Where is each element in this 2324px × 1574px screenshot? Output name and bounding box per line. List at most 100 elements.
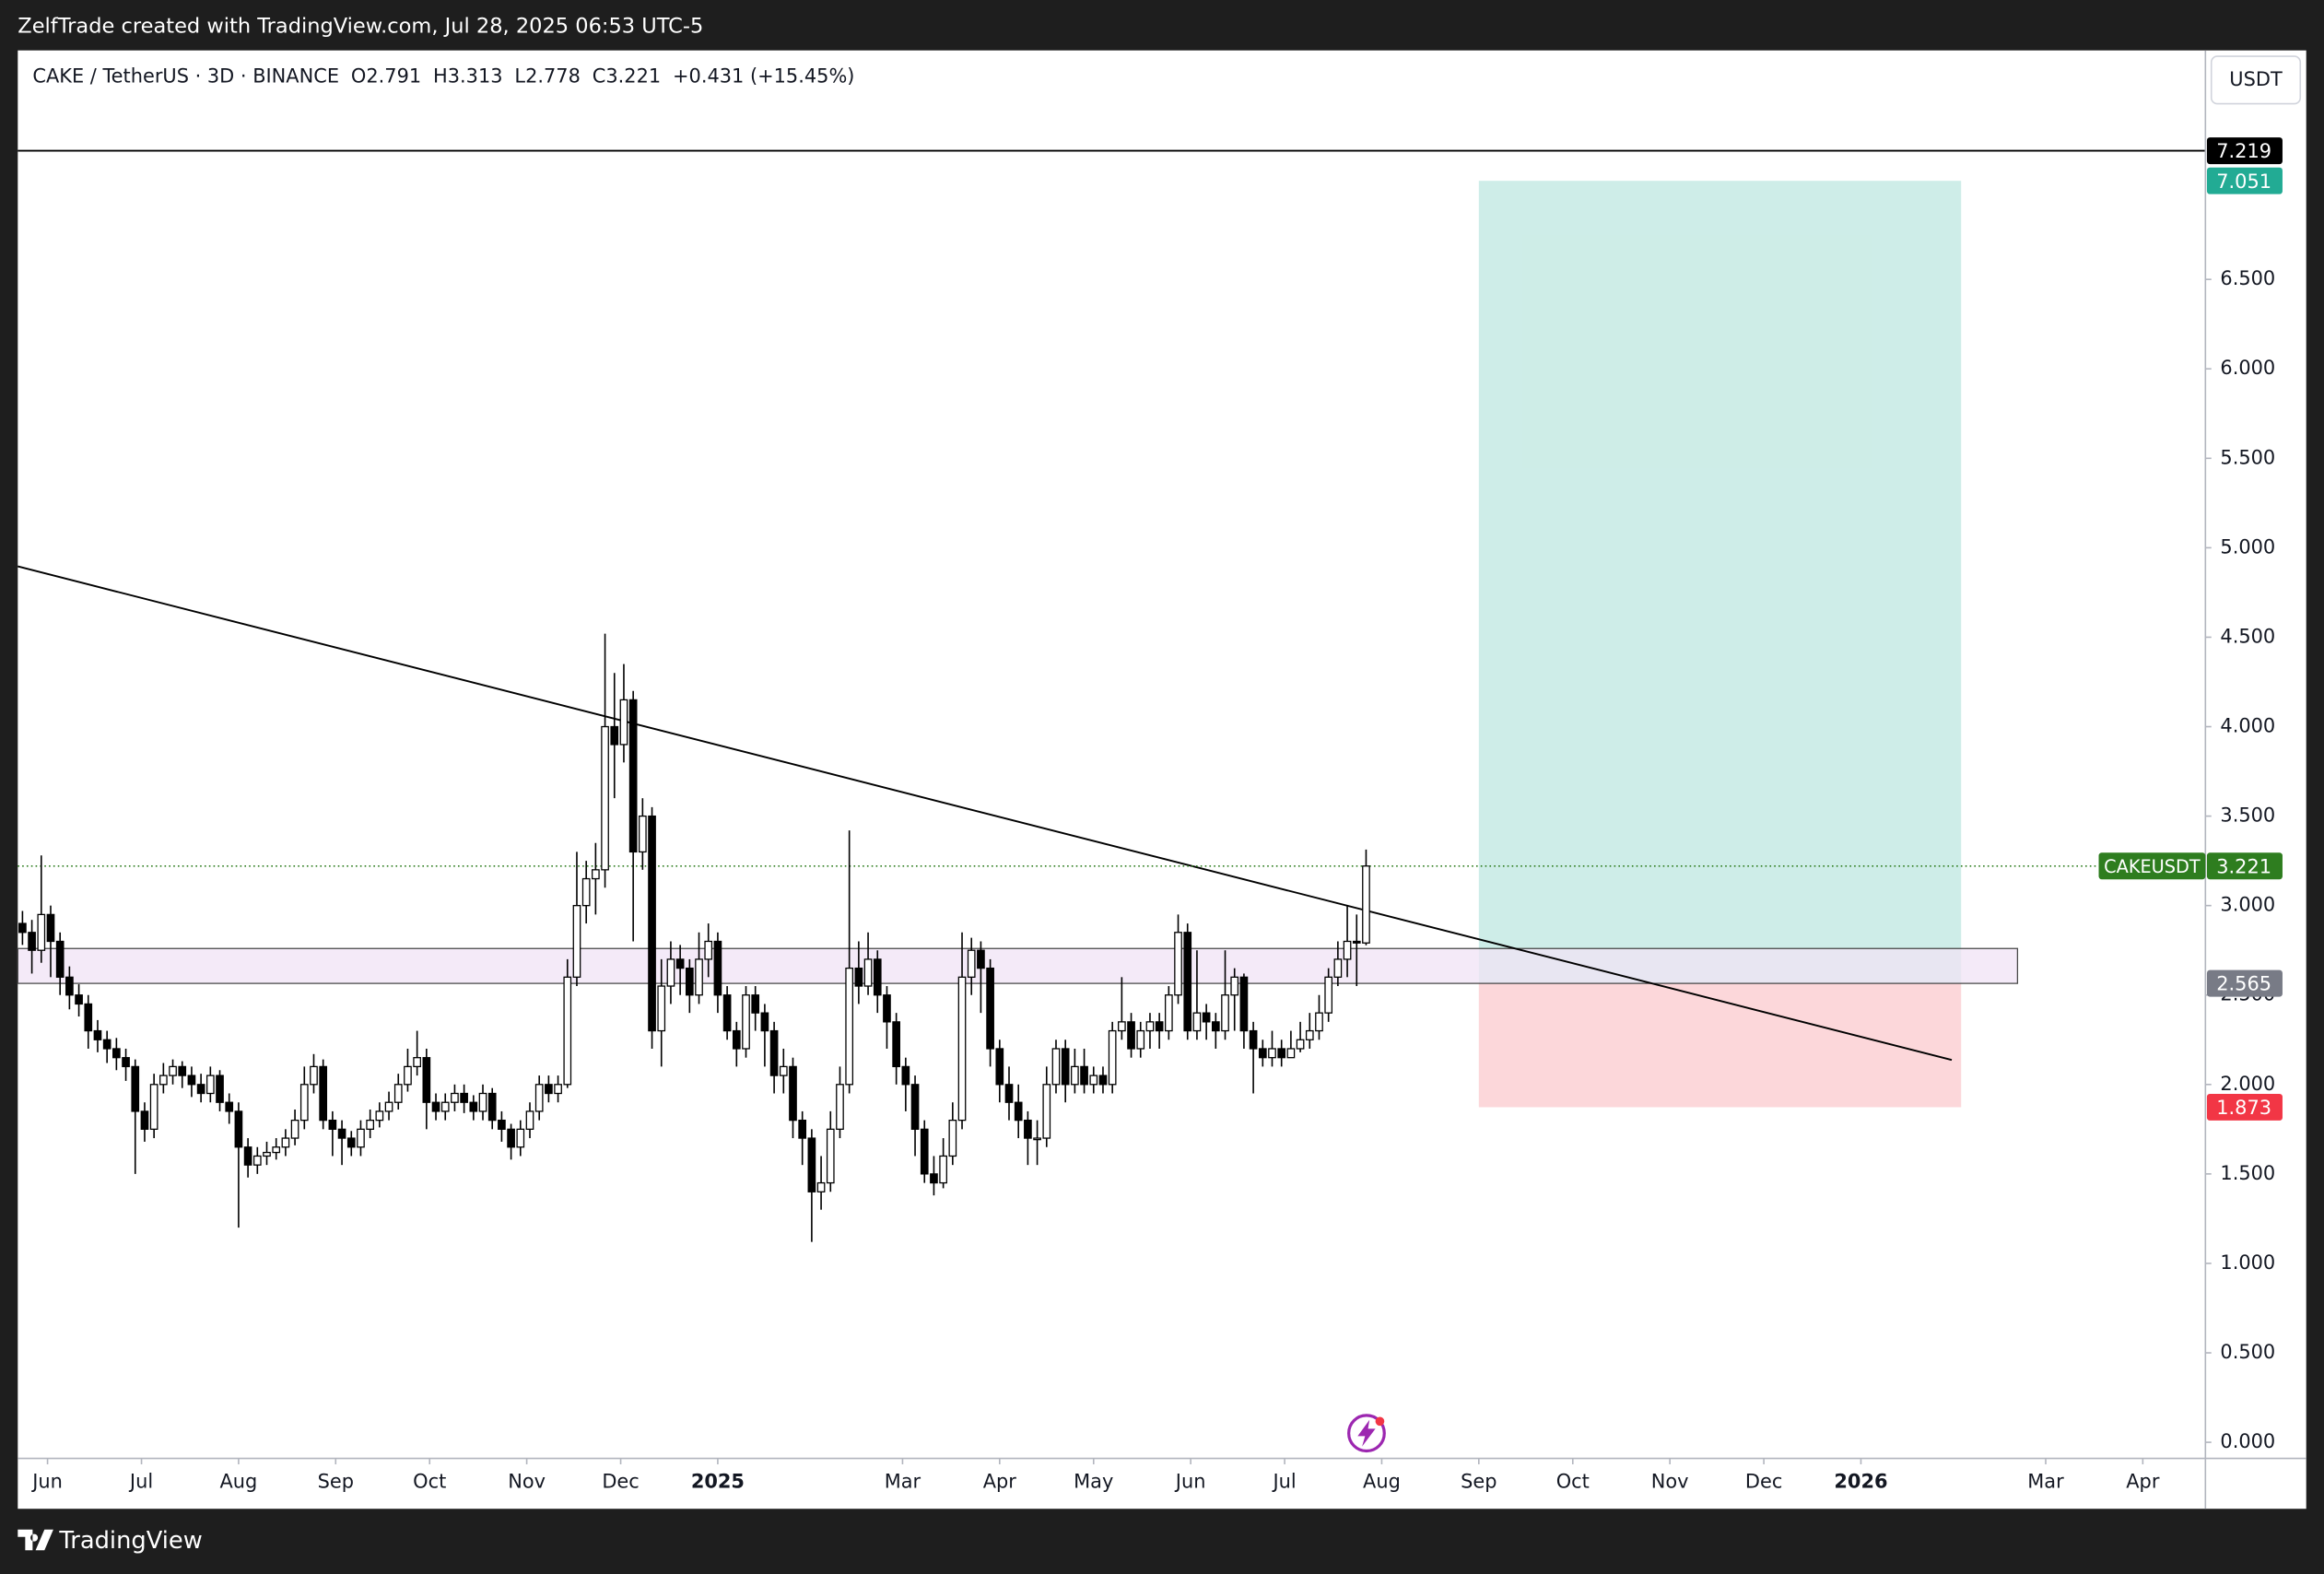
candle-body xyxy=(366,1119,375,1130)
y-tick-label: 5.000 xyxy=(2220,535,2275,558)
candle-body xyxy=(601,725,609,871)
x-tick-label: Jul xyxy=(1271,1470,1296,1492)
candle-body xyxy=(854,967,863,987)
candle-body xyxy=(930,1173,938,1184)
price-badge xyxy=(2206,852,2283,880)
candle-body xyxy=(516,1128,525,1148)
footer-brand: TradingView xyxy=(58,1527,202,1555)
candle-body xyxy=(713,940,722,996)
candle-body xyxy=(319,1065,328,1122)
candle-body xyxy=(1296,1039,1305,1050)
ohlc-value: 2.791 xyxy=(366,65,421,88)
candle-body xyxy=(1333,958,1343,978)
candle-body xyxy=(1089,1075,1098,1086)
candle-body xyxy=(65,976,74,996)
lightning-icon[interactable] xyxy=(1347,1414,1386,1453)
candle-body xyxy=(46,913,55,943)
drawings xyxy=(17,181,2019,1108)
candle-body xyxy=(666,958,675,987)
price-badge xyxy=(2206,137,2283,165)
candle-body xyxy=(760,1012,769,1032)
candle-body xyxy=(995,1048,1004,1086)
candle-body xyxy=(1145,1021,1155,1032)
candle-body xyxy=(592,869,600,880)
ohlc-value: 3.313 xyxy=(448,65,503,88)
y-tick-label: 5.500 xyxy=(2220,446,2275,468)
candle-body xyxy=(1305,1029,1314,1040)
candle-body xyxy=(413,1057,421,1068)
x-tick-label: 2025 xyxy=(691,1470,745,1492)
y-tick-label: 0.000 xyxy=(2220,1430,2275,1452)
candle-body xyxy=(460,1092,468,1103)
candle-body xyxy=(1192,1012,1202,1032)
candle-body xyxy=(37,913,46,951)
candle-body xyxy=(639,815,647,853)
candle-body xyxy=(469,1101,478,1112)
y-tick-label: 2.000 xyxy=(2220,1073,2275,1095)
symbol-badge xyxy=(2098,852,2206,880)
candle-body xyxy=(75,994,83,1005)
x-tick-label: Mar xyxy=(2027,1470,2064,1492)
candle-body xyxy=(252,1155,262,1166)
candle-body xyxy=(525,1110,534,1130)
candle-body xyxy=(695,958,703,996)
candle-body xyxy=(478,1092,487,1112)
candle-body xyxy=(263,1151,271,1157)
candle-body xyxy=(807,1137,816,1192)
top-bar-text: ZelfTrade created with TradingView.com, … xyxy=(18,14,703,38)
candle-body xyxy=(836,1084,844,1130)
candle-body xyxy=(572,905,581,978)
candle-body xyxy=(310,1065,318,1086)
x-tick-label: Jun xyxy=(30,1470,63,1492)
candle-body xyxy=(581,877,591,907)
currency-box[interactable] xyxy=(2210,55,2302,105)
candle-body xyxy=(789,1065,797,1122)
price-badge-label: 2.565 xyxy=(2216,973,2271,995)
candle-body xyxy=(140,1110,149,1130)
candle-body xyxy=(798,1119,807,1139)
candle-body xyxy=(910,1084,920,1130)
x-tick-label: Jul xyxy=(128,1470,153,1492)
candle-body xyxy=(648,815,656,1032)
x-tick-label: May xyxy=(1074,1470,1113,1492)
candle-body xyxy=(957,976,967,1122)
candle-body xyxy=(1362,865,1370,944)
candle-body xyxy=(1343,940,1352,960)
tradingview-logo[interactable]: TradingView xyxy=(18,1527,203,1555)
candle-body xyxy=(102,1039,112,1050)
candle-body xyxy=(281,1137,290,1148)
candle-body xyxy=(1202,1012,1211,1023)
candle-body xyxy=(328,1119,337,1130)
candle-body xyxy=(1118,1021,1126,1032)
candle-body xyxy=(977,949,985,969)
candle-body xyxy=(1268,1048,1276,1059)
candle-body xyxy=(1061,1048,1070,1086)
candle-body xyxy=(1155,1021,1164,1032)
candle-body xyxy=(742,994,750,1050)
x-tick-label: Oct xyxy=(1556,1470,1590,1492)
candle-body xyxy=(28,932,36,951)
candle-body xyxy=(939,1155,947,1184)
axes: 0.0000.5001.0001.5002.0002.5003.0003.500… xyxy=(30,267,2275,1492)
x-tick-label: Dec xyxy=(602,1470,639,1492)
x-tick-label: Nov xyxy=(508,1470,546,1492)
candle-body xyxy=(357,1128,365,1148)
trendline xyxy=(18,565,1953,1062)
candle-body xyxy=(534,1084,544,1112)
candle-body xyxy=(18,922,27,934)
candle-body xyxy=(1315,1012,1323,1032)
candle-body xyxy=(440,1101,450,1112)
candle-body xyxy=(892,1021,900,1068)
candle-body xyxy=(1286,1048,1296,1059)
price-badge-label: 3.221 xyxy=(2216,855,2271,877)
candle-body xyxy=(1033,1137,1041,1141)
stop-area xyxy=(1478,983,1962,1108)
price-badge xyxy=(2206,969,2283,997)
candle-body xyxy=(704,940,713,960)
candle-body xyxy=(1042,1084,1051,1139)
candle-body xyxy=(1164,994,1173,1032)
y-tick-label: 4.000 xyxy=(2220,715,2275,737)
price-badges: 7.219 7.051 2.565 1.873 CAKEUSDT 3.221 xyxy=(2098,137,2283,1121)
candle-body xyxy=(563,976,572,1086)
x-tick-label: Sep xyxy=(318,1470,354,1492)
